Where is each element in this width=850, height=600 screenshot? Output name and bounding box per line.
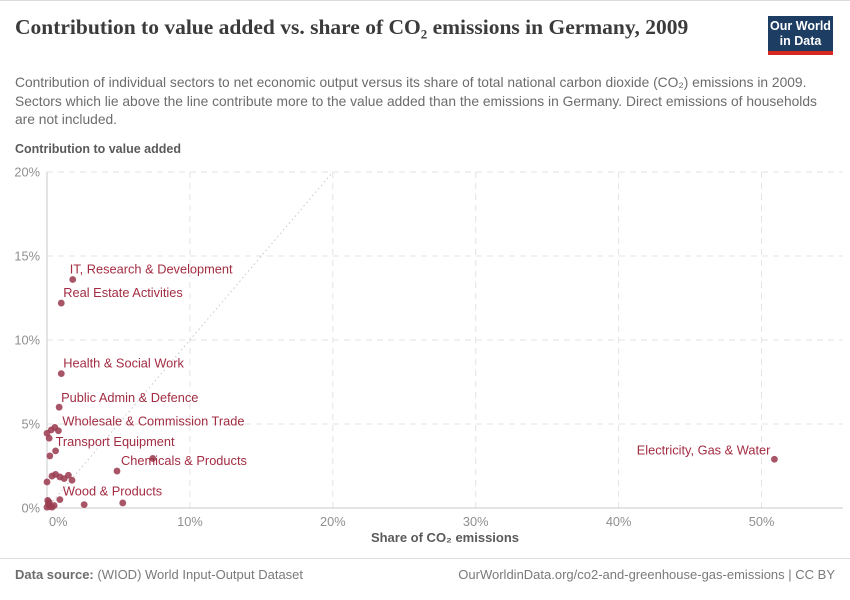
- data-points: [43, 276, 778, 511]
- y-tick-label: 0%: [22, 501, 41, 516]
- x-tick-label: 30%: [463, 514, 489, 529]
- data-source-label: Data source:: [15, 567, 94, 582]
- sector-label: Transport Equipment: [56, 434, 175, 449]
- footer-divider: [0, 558, 850, 559]
- sector-label: Wholesale & Commission Trade: [62, 414, 244, 429]
- top-divider: [0, 0, 850, 1]
- sector-label: Real Estate Activities: [63, 285, 183, 300]
- data-point[interactable]: [119, 499, 127, 507]
- x-tick-label: 0%: [49, 514, 68, 529]
- sector-label: Chemicals & Products: [121, 453, 247, 468]
- chart-title: Contribution to value added vs. share of…: [15, 15, 689, 39]
- data-source-value: (WIOD) World Input-Output Dataset: [93, 567, 304, 582]
- sector-label: Health & Social Work: [63, 356, 184, 371]
- data-point[interactable]: [55, 427, 62, 435]
- identity-line: [46, 171, 334, 509]
- sector-label: IT, Research & Development: [70, 262, 233, 277]
- tick-labels: 0% 10% 20% 30% 40% 50% 0% 5% 10% 15% 20%: [14, 165, 774, 530]
- x-tick-label: 10%: [177, 514, 203, 529]
- data-point[interactable]: [56, 496, 64, 503]
- data-point[interactable]: [57, 370, 65, 377]
- data-point[interactable]: [68, 476, 76, 484]
- sector-label: Electricity, Gas & Water: [637, 442, 771, 457]
- footer: Data source: (WIOD) World Input-Output D…: [15, 567, 835, 582]
- data-point[interactable]: [80, 501, 88, 509]
- x-tick-label: 20%: [320, 514, 346, 529]
- attribution-link[interactable]: OurWorldinData.org/co2-and-greenhouse-ga…: [458, 567, 835, 582]
- y-tick-label: 10%: [14, 333, 40, 348]
- x-tick-label: 50%: [749, 514, 775, 529]
- y-tick-label: 5%: [22, 417, 41, 432]
- data-point[interactable]: [50, 502, 58, 509]
- data-point[interactable]: [52, 447, 59, 455]
- data-point[interactable]: [65, 471, 72, 479]
- owid-logo-line1: Our World: [770, 19, 831, 33]
- data-point[interactable]: [113, 467, 121, 475]
- data-point[interactable]: [55, 403, 63, 411]
- y-axis-title: Contribution to value added: [15, 142, 181, 156]
- data-point[interactable]: [771, 455, 778, 463]
- data-point[interactable]: [149, 455, 157, 462]
- y-tick-label: 20%: [14, 165, 40, 180]
- y-tick-label: 15%: [14, 249, 40, 264]
- sector-labels: IT, Research & Development Real Estate Ac…: [56, 262, 772, 499]
- x-tick-label: 40%: [606, 514, 632, 529]
- data-point[interactable]: [69, 276, 77, 283]
- data-source: Data source: (WIOD) World Input-Output D…: [15, 567, 303, 582]
- data-point[interactable]: [46, 452, 54, 460]
- data-point[interactable]: [45, 498, 53, 506]
- data-point[interactable]: [57, 299, 65, 307]
- chart-subtitle: Contribution of individual sectors to ne…: [15, 75, 817, 127]
- sector-label: Public Admin & Defence: [61, 390, 198, 405]
- owid-logo-line2: in Data: [779, 34, 822, 48]
- data-point[interactable]: [45, 434, 53, 442]
- gridlines: [47, 171, 843, 508]
- data-point[interactable]: [43, 478, 51, 486]
- sector-label: Wood & Products: [63, 484, 162, 499]
- axes: [46, 172, 843, 509]
- owid-logo[interactable]: Our World in Data: [768, 16, 833, 55]
- x-axis-title: Share of CO₂ emissions: [370, 530, 520, 545]
